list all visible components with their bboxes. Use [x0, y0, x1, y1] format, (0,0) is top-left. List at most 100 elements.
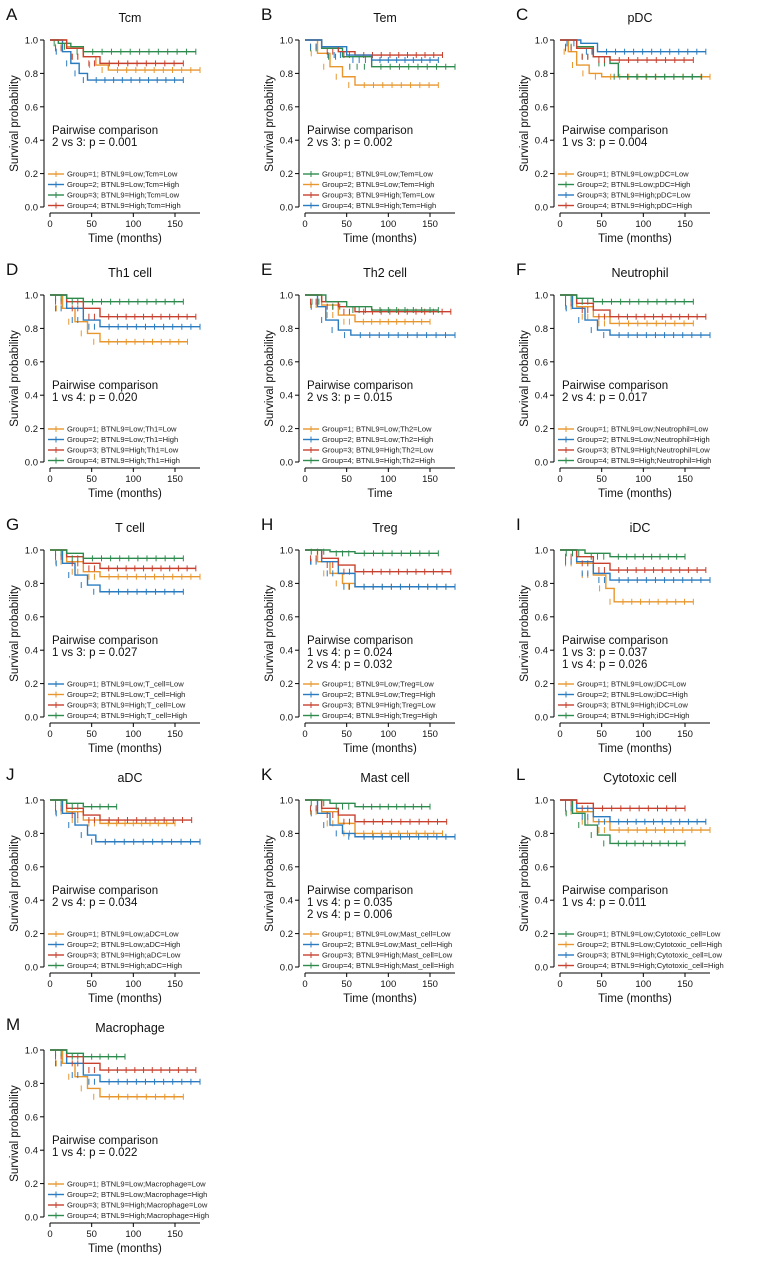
pairwise-heading: Pairwise comparison [52, 635, 158, 647]
legend-label: Group=4; BTNL9=High;Th1=High [67, 456, 180, 465]
y-tick-label: 1.0 [280, 291, 293, 302]
x-tick-label: 150 [422, 729, 438, 740]
x-tick-label: 50 [596, 219, 607, 230]
panel-title: Treg [372, 521, 397, 535]
legend-item-group-3: Group=3; BTNL9=High;T_cell=Low [48, 701, 186, 710]
pairwise-heading: Pairwise comparison [52, 1135, 158, 1147]
x-tick-label: 100 [125, 729, 141, 740]
x-axis-label: Time (months) [88, 743, 162, 755]
km-curve-group-4 [305, 39, 439, 61]
y-tick-label: 0.0 [25, 713, 38, 724]
legend-item-group-2: Group=2; BTNL9=Low;Mast_cell=High [303, 940, 452, 949]
legend-item-group-1: Group=1; BTNL9=Low;aDC=Low [48, 930, 179, 939]
pairwise-heading: Pairwise comparison [307, 125, 413, 137]
panel-title: Tcm [119, 11, 142, 25]
x-tick-label: 0 [302, 219, 307, 230]
legend-item-group-3: Group=3; BTNL9=High;pDC=Low [558, 191, 691, 200]
legend-label: Group=3; BTNL9=High;aDC=Low [67, 951, 181, 960]
legend-label: Group=2; BTNL9=Low;Tcm=High [67, 180, 179, 189]
pairwise-heading: Pairwise comparison [562, 885, 668, 897]
km-curve-group-2 [50, 799, 200, 843]
panel-letter: D [6, 260, 18, 279]
legend-label: Group=4; BTNL9=High;Neutrophil=High [577, 456, 711, 465]
legend-label: Group=2; BTNL9=Low;Neutrophil=High [577, 435, 710, 444]
x-tick-label: 50 [86, 979, 97, 990]
legend-label: Group=3; BTNL9=High;iDC=Low [577, 701, 688, 710]
legend-item-group-4: Group=4; BTNL9=High;Cytotoxic_cell=High [558, 961, 724, 970]
x-tick-label: 100 [125, 979, 141, 990]
x-axis-label: Time (months) [598, 743, 672, 755]
panel-letter: F [516, 260, 526, 279]
pairwise-pvalue: 2 vs 4: p = 0.017 [562, 392, 647, 404]
legend-label: Group=3; BTNL9=High;Macrophage=Low [67, 1201, 208, 1210]
legend-label: Group=3; BTNL9=High;Mast_cell=Low [322, 951, 453, 960]
y-axis-label: Survival probability [264, 75, 276, 172]
pairwise-pvalue: 2 vs 4: p = 0.034 [52, 897, 138, 909]
x-tick-label: 0 [302, 729, 307, 740]
legend-label: Group=2; BTNL9=Low;iDC=High [577, 690, 688, 699]
pairwise-heading: Pairwise comparison [52, 380, 158, 392]
km-curve-group-3 [560, 39, 706, 53]
x-tick-label: 50 [86, 474, 97, 485]
y-tick-label: 0.8 [280, 324, 293, 335]
panel-title: T cell [115, 521, 145, 535]
y-tick-label: 0.6 [280, 612, 293, 623]
x-axis-label: Time (months) [343, 743, 417, 755]
legend-item-group-1: Group=1; BTNL9=Low;Treg=Low [303, 680, 434, 689]
x-tick-label: 0 [557, 474, 562, 485]
y-tick-label: 0.4 [25, 391, 38, 402]
legend-label: Group=4; BTNL9=High;Tem=High [322, 201, 436, 210]
legend-item-group-1: Group=1; BTNL9=Low;Cytotoxic_cell=Low [558, 930, 721, 939]
y-tick-label: 0.8 [280, 69, 293, 80]
legend-item-group-4: Group=4; BTNL9=High;Th1=High [48, 456, 180, 465]
y-axis-label: Survival probability [519, 330, 531, 427]
y-tick-label: 0.2 [25, 169, 38, 180]
legend-label: Group=3; BTNL9=High;Treg=Low [322, 701, 436, 710]
y-tick-label: 0.4 [535, 136, 548, 147]
x-tick-label: 0 [47, 979, 52, 990]
y-tick-label: 0.6 [535, 102, 548, 113]
y-tick-label: 0.0 [25, 1213, 38, 1224]
x-tick-label: 100 [635, 474, 651, 485]
y-tick-label: 0.4 [535, 391, 548, 402]
y-tick-label: 1.0 [25, 546, 38, 557]
legend-label: Group=2; BTNL9=Low;Tem=High [322, 180, 435, 189]
pairwise-heading: Pairwise comparison [307, 635, 413, 647]
legend-label: Group=4; BTNL9=High;T_cell=High [67, 711, 187, 720]
y-tick-label: 0.2 [535, 424, 548, 435]
panel-letter: L [516, 765, 525, 784]
y-tick-label: 1.0 [280, 546, 293, 557]
y-axis-label: Survival probability [9, 75, 21, 172]
y-tick-label: 1.0 [535, 796, 548, 807]
km-curve-group-2 [560, 39, 702, 78]
legend-item-group-1: Group=1; BTNL9=Low;Tcm=Low [48, 170, 178, 179]
x-tick-label: 150 [167, 729, 183, 740]
x-tick-label: 50 [596, 979, 607, 990]
legend-item-group-4: Group=4; BTNL9=High;Macrophage=High [48, 1211, 209, 1220]
y-tick-label: 0.0 [25, 458, 38, 469]
km-curve-group-2 [560, 294, 710, 336]
legend-item-group-2: Group=2; BTNL9=Low;Neutrophil=High [558, 435, 710, 444]
x-axis-label: Time (months) [88, 1243, 162, 1255]
legend-item-group-3: Group=3; BTNL9=High;aDC=Low [48, 951, 181, 960]
legend-item-group-3: Group=3; BTNL9=High;Treg=Low [303, 701, 436, 710]
legend-label: Group=1; BTNL9=Low;Tcm=Low [67, 170, 178, 179]
y-axis-label: Survival probability [519, 585, 531, 682]
pairwise-pvalue: 2 vs 3: p = 0.002 [307, 137, 392, 149]
y-tick-label: 0.8 [535, 69, 548, 80]
y-tick-label: 1.0 [25, 1046, 38, 1057]
pairwise-pvalue: 2 vs 3: p = 0.001 [52, 137, 137, 149]
legend-label: Group=3; BTNL9=High;pDC=Low [577, 191, 691, 200]
x-tick-label: 50 [86, 219, 97, 230]
panel-title: iDC [630, 521, 651, 535]
x-tick-label: 50 [341, 474, 352, 485]
legend-label: Group=4; BTNL9=High;Mast_cell=High [322, 961, 454, 970]
x-axis-label: Time (months) [598, 993, 672, 1005]
pairwise-pvalue: 2 vs 3: p = 0.015 [307, 392, 392, 404]
legend-label: Group=3; BTNL9=High;Tcm=Low [67, 191, 180, 200]
x-tick-label: 50 [86, 729, 97, 740]
panel-title: aDC [117, 771, 142, 785]
legend-item-group-1: Group=1; BTNL9=Low;Tem=Low [303, 170, 433, 179]
x-tick-label: 50 [86, 1229, 97, 1240]
pairwise-pvalue: 1 vs 3: p = 0.027 [52, 647, 137, 659]
